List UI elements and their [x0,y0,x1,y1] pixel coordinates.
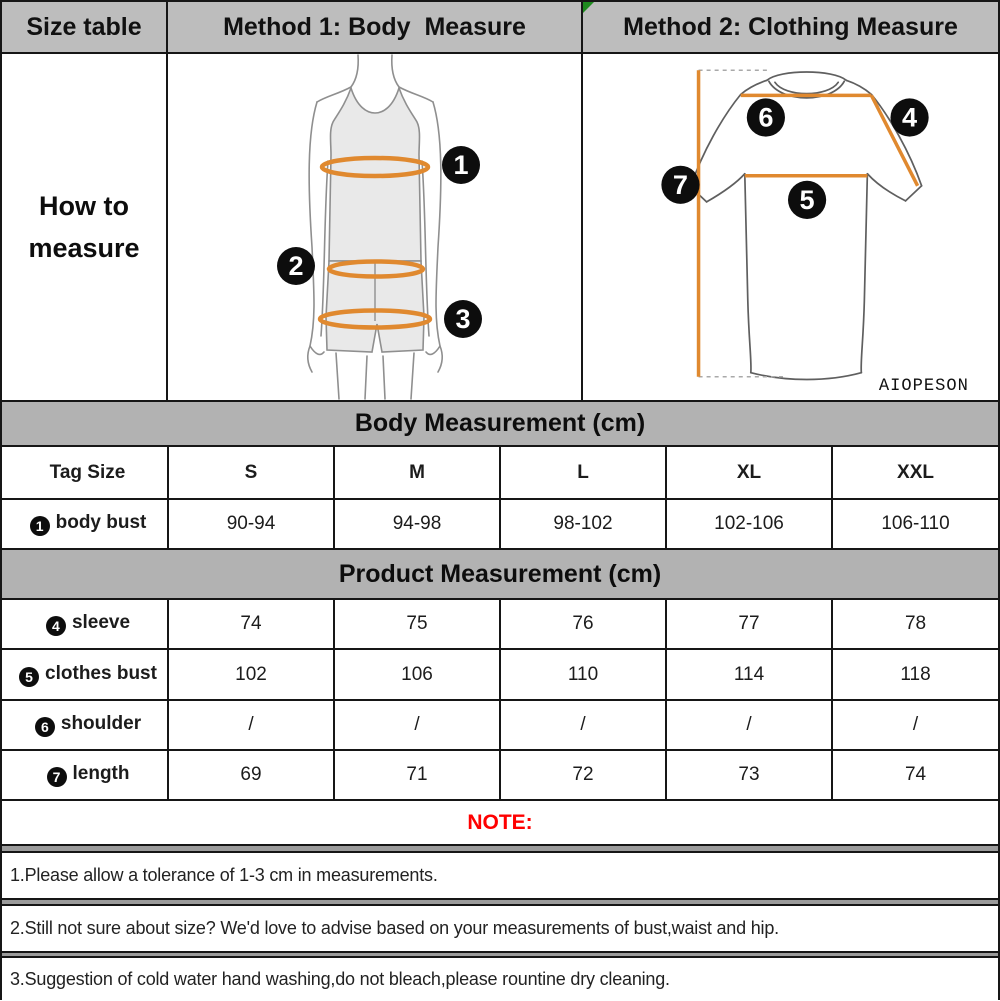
product-measurement-title-row: Product Measurement (cm) [2,548,999,600]
brand-text: AIOPESON [879,377,969,396]
table-cell: / [167,699,335,751]
top-header-row: Size table Method 1: Body Measure Method… [2,2,998,54]
table-cell: 94-98 [333,498,501,550]
size-table-label: Size table [26,12,142,41]
table-cell: 74 [830,749,999,801]
measurement-table: Body Measurement (cm) Tag Size S M L XL … [2,402,999,801]
body-measurement-title: Body Measurement (cm) [2,402,999,447]
table-cell: 77 [665,598,833,650]
marker-1-badge: 1 [453,150,468,180]
method2-label: Method 2: Clothing Measure [623,12,958,41]
method1-label: Method 1: Body Measure [223,12,526,41]
body-figure-illustration: 1 2 3 [277,54,482,400]
shoulder-row: 6 shoulder / / / / / [2,699,999,751]
how-to-measure-label: How to measure [2,54,168,400]
badge-6-icon: 6 [34,717,55,737]
body-marker-badges: 1 2 3 [277,146,482,338]
sleeve-label: 4 sleeve [2,598,169,650]
measurement-lines [696,70,920,377]
table-cell: 114 [665,648,833,701]
clothes-bust-row: 5 clothes bust 102 106 110 114 118 [2,648,999,701]
illustration-row: How to measure [2,54,998,402]
table-cell: 90-94 [167,498,335,550]
measurement-bands [317,155,433,330]
badge-5-icon: 5 [19,666,40,687]
table-cell: / [333,699,501,751]
marker-6-badge: 6 [758,102,773,133]
marker-2-badge: 2 [288,251,303,281]
body-measure-diagram: 1 2 3 [168,54,583,400]
table-cell: 106 [333,648,501,701]
marker-7-badge: 7 [673,169,688,200]
body-bust-row: 1 body bust 90-94 94-98 98-102 102-106 10… [2,498,999,550]
green-corner-marker [583,2,594,13]
tshirt-illustration: 4 5 6 7 AIOPESON [661,69,969,396]
table-cell: 69 [167,749,335,801]
table-cell: 76 [499,598,667,650]
table-cell: 118 [830,648,999,701]
how-to-line1: How to [39,191,129,221]
header-method1: Method 1: Body Measure [168,2,583,52]
table-cell: 106-110 [830,498,999,550]
size-l: L [499,445,667,500]
product-measurement-title: Product Measurement (cm) [2,548,999,600]
table-cell: 102 [167,648,335,701]
tag-size-row: Tag Size S M L XL XXL [2,445,999,500]
note-item-3: 3.Suggestion of cold water hand washing,… [2,956,998,1001]
table-cell: 98-102 [499,498,667,550]
table-cell: / [665,699,833,751]
sleeve-row: 4 sleeve 74 75 76 77 78 [2,598,999,650]
header-size-table: Size table [2,2,168,52]
shirt-marker-badges: 4 5 6 7 [661,98,929,219]
marker-3-badge: 3 [455,304,470,334]
marker-5-badge: 5 [800,184,815,215]
table-cell: / [499,699,667,751]
marker-4-badge: 4 [902,102,917,133]
note-item-2: 2.Still not sure about size? We'd love t… [2,904,998,953]
badge-7-icon: 7 [46,767,67,787]
badge-1-icon: 1 [29,516,50,536]
note-title: NOTE: [2,801,998,846]
how-to-line2: measure [28,233,140,263]
body-measurement-title-row: Body Measurement (cm) [2,402,999,447]
note-item-1: 1.Please allow a tolerance of 1-3 cm in … [2,851,998,900]
tag-size-label: Tag Size [2,445,169,500]
table-cell: / [830,699,999,751]
length-row: 7 length 69 71 72 73 74 [2,749,999,801]
table-cell: 71 [333,749,501,801]
table-cell: 72 [499,749,667,801]
size-m: M [333,445,501,500]
header-method2: Method 2: Clothing Measure [583,2,998,52]
table-cell: 73 [665,749,833,801]
table-cell: 78 [830,598,999,650]
table-cell: 74 [167,598,335,650]
clothes-bust-label: 5 clothes bust [2,648,169,701]
size-xl: XL [665,445,833,500]
shoulder-label: 6 shoulder [2,699,169,751]
size-xxl: XXL [830,445,999,500]
table-cell: 110 [499,648,667,701]
size-s: S [167,445,335,500]
table-cell: 102-106 [665,498,833,550]
table-cell: 75 [333,598,501,650]
badge-4-icon: 4 [45,616,66,636]
clothing-measure-diagram: 4 5 6 7 AIOPESON [583,54,998,400]
body-bust-label: 1 body bust [2,498,169,550]
length-label: 7 length [2,749,169,801]
